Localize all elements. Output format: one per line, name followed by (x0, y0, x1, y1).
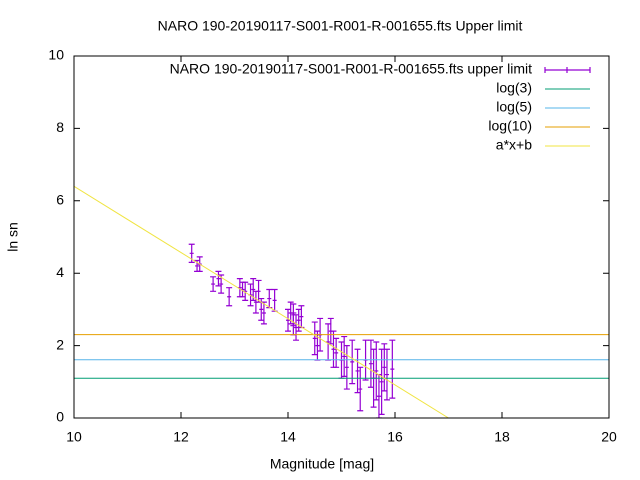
y-tick-label: 0 (56, 409, 64, 425)
error-bar (293, 314, 300, 341)
x-tick-label: 20 (601, 429, 617, 445)
error-bar (357, 366, 364, 412)
error-bar (239, 281, 246, 298)
error-bar (343, 345, 350, 390)
legend-label: a*x+b (496, 137, 532, 153)
error-bar (389, 339, 396, 399)
error-bar (188, 243, 195, 263)
error-bar (271, 288, 278, 312)
error-bar (210, 276, 217, 292)
error-bar (250, 278, 257, 301)
error-bar (242, 281, 249, 301)
error-bar (367, 339, 374, 388)
x-tick-label: 14 (280, 429, 296, 445)
y-tick-label: 10 (48, 47, 64, 63)
error-bar (378, 348, 385, 415)
plot-border (73, 55, 610, 419)
x-tick-label: 18 (494, 429, 510, 445)
error-bar (215, 270, 222, 287)
error-bar (285, 308, 291, 332)
x-tick-label: 16 (387, 429, 403, 445)
error-bar (218, 274, 225, 294)
chart-title: NARO 190-20190117-S001-R001-R-001655.fts… (158, 18, 523, 34)
error-bar (295, 308, 302, 332)
x-tick-label: 12 (173, 429, 189, 445)
y-tick-label: 2 (56, 336, 64, 352)
y-axis-label: ln sn (5, 222, 21, 252)
error-bar (373, 341, 380, 401)
error-bar (311, 321, 318, 356)
legend-label: log(10) (488, 118, 532, 134)
error-bar (255, 279, 262, 303)
error-bar (260, 301, 267, 325)
y-tick-label: 4 (56, 264, 64, 280)
legend-swatch (544, 67, 591, 73)
error-bar (333, 337, 340, 368)
error-bar (226, 287, 233, 307)
error-bar (381, 343, 388, 392)
y-tick-label: 6 (56, 192, 64, 208)
error-bar (258, 297, 265, 321)
error-bar (341, 335, 348, 377)
error-bar (383, 348, 390, 401)
legend-label: NARO 190-20190117-S001-R001-R-001655.fts… (170, 61, 532, 77)
error-bar (354, 348, 361, 394)
legend-label: log(5) (496, 99, 532, 115)
legend-label: log(3) (496, 80, 532, 96)
y-tick-label: 8 (56, 119, 64, 135)
plot-area (74, 185, 609, 418)
error-bar (247, 283, 254, 307)
error-bar (349, 339, 356, 385)
x-tick-label: 10 (66, 429, 82, 445)
error-bar (266, 288, 273, 309)
x-axis-label: Magnitude [mag] (270, 456, 374, 472)
error-bar (375, 373, 382, 418)
function-line (74, 185, 449, 418)
